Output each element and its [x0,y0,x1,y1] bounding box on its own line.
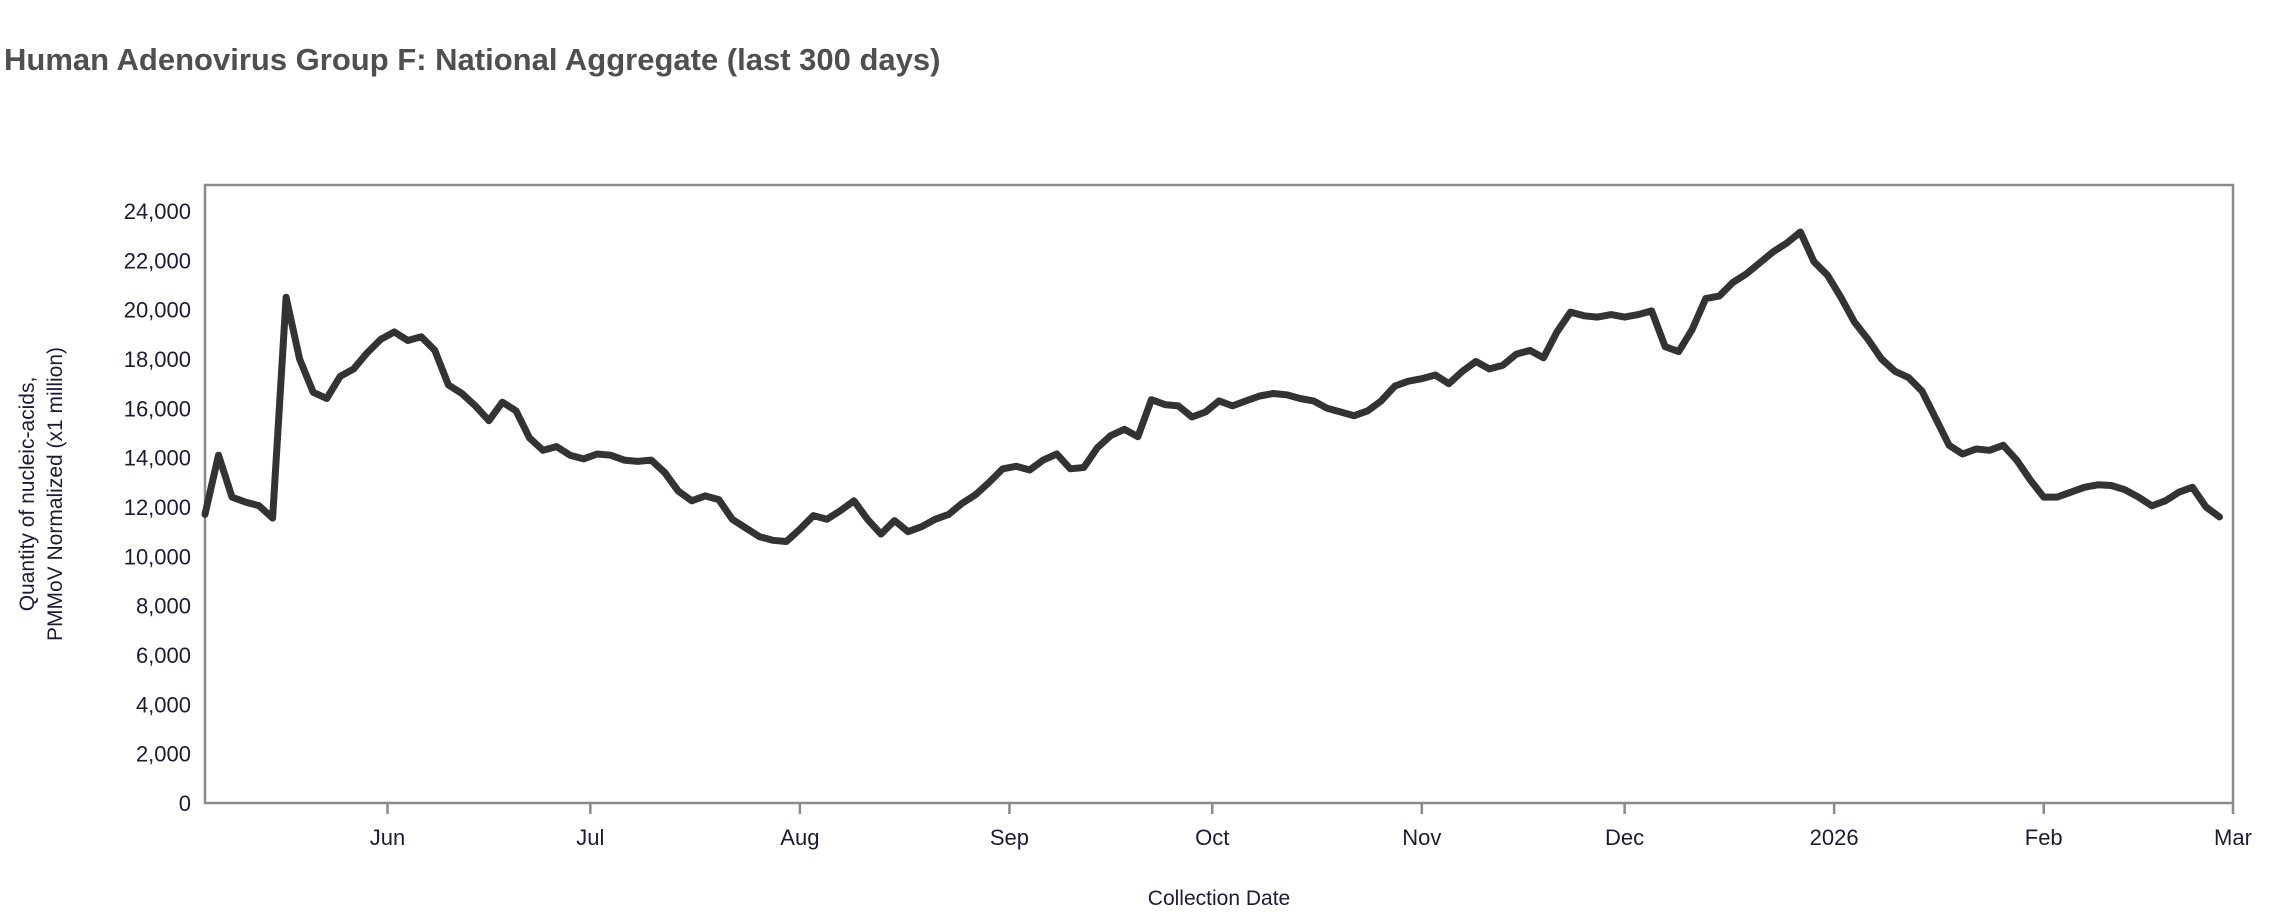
y-tick-label: 10,000 [124,544,191,569]
x-tick-label: Dec [1605,825,1644,850]
y-tick-label: 4,000 [136,692,191,717]
page-title: Human Adenovirus Group F: National Aggre… [4,42,941,77]
x-tick-label: Nov [1402,825,1441,850]
y-axis-label-line1: Quantity of nucleic-acids, [16,377,39,612]
y-tick-label: 20,000 [124,298,191,323]
x-tick-label: Jun [370,825,405,850]
y-tick-label: 14,000 [124,446,191,471]
x-tick-label: 2026 [1810,825,1859,850]
plot-frame [203,183,2235,805]
y-tick-label: 12,000 [124,495,191,520]
x-tick-label: Jul [576,825,604,850]
x-tick-label: Mar [2214,825,2252,850]
x-tick-label: Oct [1195,825,1229,850]
x-tick-label: Feb [2025,825,2063,850]
y-tick-label: 6,000 [136,643,191,668]
y-tick-label: 0 [179,791,191,816]
y-tick-label: 18,000 [124,347,191,372]
x-axis-label: Collection Date [1148,887,1290,910]
trend-line [201,228,2223,545]
y-tick-label: 22,000 [124,248,191,273]
y-tick-label: 16,000 [124,396,191,421]
y-tick-label: 24,000 [124,199,191,224]
y-tick-label: 8,000 [136,594,191,619]
x-tick-label: Aug [780,825,819,850]
x-tick-label: Sep [990,825,1029,850]
y-tick-label: 2,000 [136,742,191,767]
y-axis-label-line2: PMMoV Normalized (x1 million) [44,347,67,641]
